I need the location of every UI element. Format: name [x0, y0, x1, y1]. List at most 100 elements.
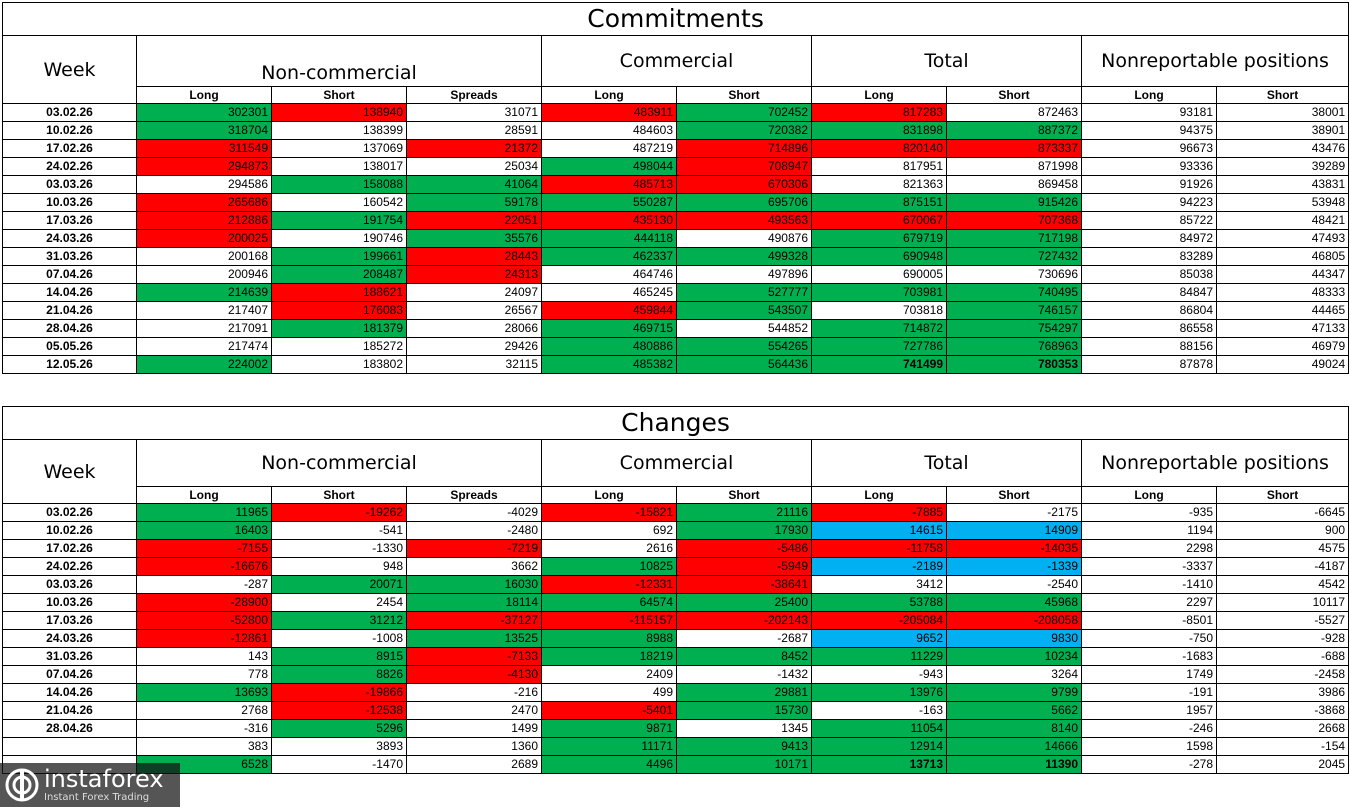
- value-cell: 459844: [541, 301, 677, 320]
- value-cell: 670067: [811, 211, 947, 230]
- commitments-table-block: Commitments Week Non-commercial Commerci…: [1, 2, 1350, 374]
- value-cell: -3868: [1215, 701, 1350, 720]
- table-row: 24.02.26 294873 138017 25034 498044 708947 817…: [2, 157, 1350, 176]
- value-cell: -38641: [676, 575, 812, 594]
- value-cell: -8501: [1081, 611, 1217, 630]
- changes-table: Changes Week Non-commercial Commercial T…: [1, 406, 1350, 774]
- value-cell: 311549: [136, 139, 272, 158]
- table-row: 12.05.26 224002 183802 32115 485382 564436 741…: [2, 355, 1350, 374]
- value-cell: 32115: [406, 355, 542, 374]
- value-cell: 53788: [811, 593, 947, 612]
- value-cell: 86558: [1081, 319, 1217, 338]
- week-cell: 24.03.26: [2, 629, 137, 648]
- value-cell: 190746: [271, 229, 407, 248]
- table-row: 24.03.26 -12861 -1008 13525 8988 -2687 9652 983…: [2, 629, 1350, 648]
- value-cell: 48333: [1215, 283, 1350, 302]
- value-cell: 31071: [406, 103, 542, 122]
- table-row: 07.04.26 778 8826 -4130 2409 -1432 -943 3264 174…: [2, 665, 1350, 684]
- total-header: Total: [811, 439, 1082, 487]
- value-cell: -7155: [136, 539, 272, 558]
- value-cell: 4496: [541, 755, 677, 774]
- value-cell: 714896: [676, 139, 812, 158]
- value-cell: -191: [1081, 683, 1217, 702]
- value-cell: 564436: [676, 355, 812, 374]
- value-cell: 17930: [676, 521, 812, 540]
- sub-header: Long: [1081, 486, 1217, 504]
- value-cell: 2409: [541, 665, 677, 684]
- value-cell: 9652: [811, 629, 947, 648]
- value-cell: 25034: [406, 157, 542, 176]
- value-cell: -7133: [406, 647, 542, 666]
- value-cell: 31212: [271, 611, 407, 630]
- week-header: Week: [2, 35, 137, 104]
- value-cell: 915426: [946, 193, 1082, 212]
- value-cell: 4575: [1215, 539, 1350, 558]
- value-cell: -1008: [271, 629, 407, 648]
- value-cell: -16676: [136, 557, 272, 576]
- value-cell: -163: [811, 701, 947, 720]
- value-cell: 21116: [676, 503, 812, 522]
- value-cell: -5486: [676, 539, 812, 558]
- value-cell: 5662: [946, 701, 1082, 720]
- value-cell: 138399: [271, 121, 407, 140]
- table-row: 03.03.26 294586 158088 41064 485713 670306 821…: [2, 175, 1350, 194]
- value-cell: 8988: [541, 629, 677, 648]
- value-cell: 28591: [406, 121, 542, 140]
- value-cell: 498044: [541, 157, 677, 176]
- value-cell: 900: [1215, 521, 1350, 540]
- week-cell: 14.04.26: [2, 283, 137, 302]
- value-cell: -1410: [1081, 575, 1217, 594]
- table-row: 03.02.26 302301 138940 31071 483911 702452 817…: [2, 103, 1350, 122]
- value-cell: -6645: [1215, 503, 1350, 522]
- value-cell: 754297: [946, 319, 1082, 338]
- table-row: 17.03.26 -52800 31212 -37127 -115157 -202143-…: [2, 611, 1350, 630]
- value-cell: 35576: [406, 229, 542, 248]
- value-cell: -115157: [541, 611, 677, 630]
- value-cell: 22051: [406, 211, 542, 230]
- value-cell: -2458: [1215, 665, 1350, 684]
- value-cell: 96673: [1081, 139, 1217, 158]
- week-cell: 17.03.26: [2, 211, 137, 230]
- value-cell: 873337: [946, 139, 1082, 158]
- instaforex-watermark: instaforex Instant Forex Trading: [0, 763, 180, 807]
- value-cell: -943: [811, 665, 947, 684]
- value-cell: -7219: [406, 539, 542, 558]
- value-cell: 13976: [811, 683, 947, 702]
- value-cell: 44465: [1215, 301, 1350, 320]
- value-cell: -5527: [1215, 611, 1350, 630]
- value-cell: 26567: [406, 301, 542, 320]
- value-cell: 875151: [811, 193, 947, 212]
- week-header: Week: [2, 439, 137, 504]
- value-cell: 465245: [541, 283, 677, 302]
- value-cell: 544852: [676, 319, 812, 338]
- value-cell: 93336: [1081, 157, 1217, 176]
- value-cell: 817951: [811, 157, 947, 176]
- value-cell: 490876: [676, 229, 812, 248]
- value-cell: 714872: [811, 319, 947, 338]
- value-cell: 12914: [811, 737, 947, 756]
- value-cell: 294586: [136, 175, 272, 194]
- value-cell: 13525: [406, 629, 542, 648]
- non-commercial-header: Non-commercial: [136, 439, 542, 487]
- value-cell: 9799: [946, 683, 1082, 702]
- week-cell: 31.03.26: [2, 647, 137, 666]
- week-cell: 21.04.26: [2, 301, 137, 320]
- changes-title: Changes: [1, 406, 1350, 440]
- table-row: 17.02.26 311549 137069 21372 487219 714896 820…: [2, 139, 1350, 158]
- value-cell: 29426: [406, 337, 542, 356]
- value-cell: 869458: [946, 175, 1082, 194]
- value-cell: 10825: [541, 557, 677, 576]
- table-row: 383 3893 1360 11171 9413 12914 14666 1598 -154: [2, 737, 1350, 756]
- sub-header: Long: [811, 486, 947, 504]
- value-cell: 137069: [271, 139, 407, 158]
- value-cell: 86804: [1081, 301, 1217, 320]
- value-cell: 702452: [676, 103, 812, 122]
- value-cell: 208487: [271, 265, 407, 284]
- sub-header: Spreads: [406, 86, 542, 104]
- value-cell: 11054: [811, 719, 947, 738]
- table-row: 03.03.26 -287 20071 16030 -12331 -38641 3412 -2…: [2, 575, 1350, 594]
- value-cell: 212886: [136, 211, 272, 230]
- value-cell: 185272: [271, 337, 407, 356]
- sub-header: Short: [1215, 486, 1350, 504]
- value-cell: 214639: [136, 283, 272, 302]
